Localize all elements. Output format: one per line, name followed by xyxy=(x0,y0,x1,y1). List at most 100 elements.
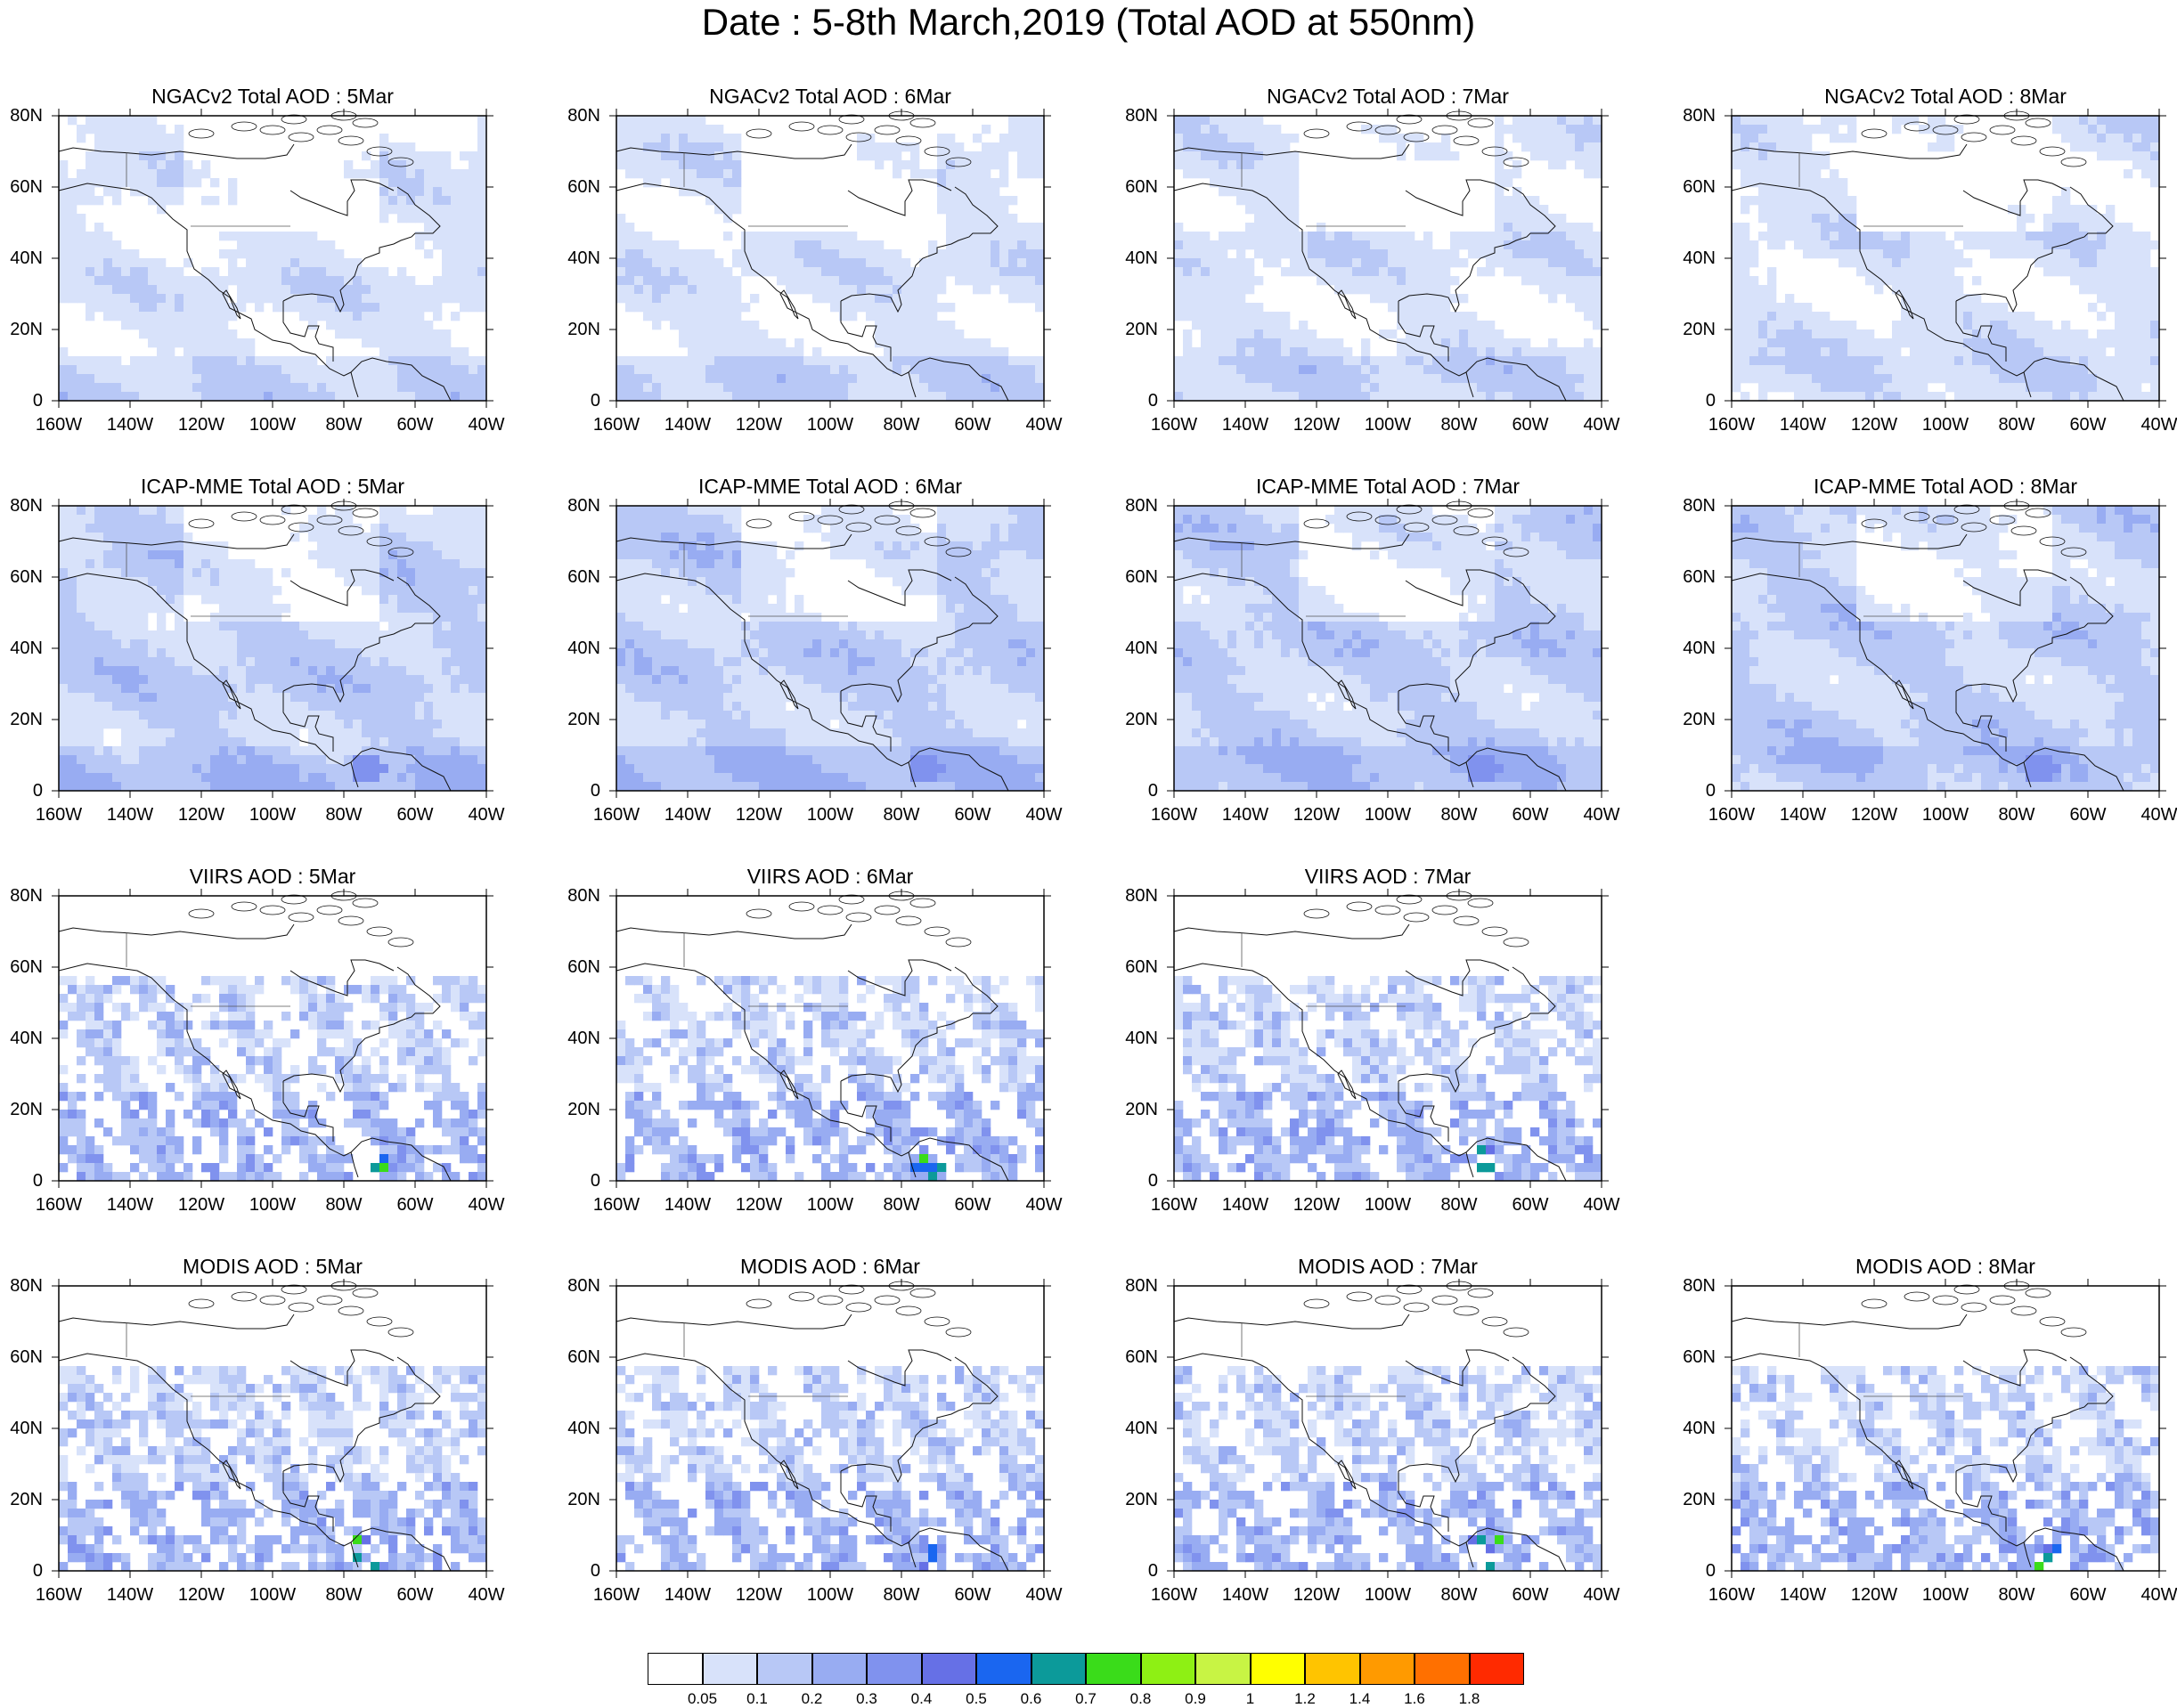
aod-grid xyxy=(1174,506,1602,792)
colorbar-label: 1.4 xyxy=(1349,1690,1371,1707)
lon-tick-label: 60W xyxy=(396,415,434,435)
lon-tick-label: 40W xyxy=(468,805,505,825)
coastline xyxy=(1731,1314,1968,1330)
coastline xyxy=(282,966,441,1094)
arctic-island xyxy=(387,937,414,948)
aod-grid xyxy=(1174,976,1602,1182)
arctic-island xyxy=(352,898,379,908)
arctic-island xyxy=(838,114,865,125)
aod-grid xyxy=(59,506,487,792)
arctic-island xyxy=(2060,547,2087,557)
lon-tick-label: 120W xyxy=(1292,415,1341,435)
coastline xyxy=(908,1527,1009,1572)
coastline xyxy=(350,1137,452,1182)
lat-tick-label: 40N xyxy=(10,638,43,658)
arctic-island xyxy=(2025,508,2051,518)
aod-map xyxy=(609,889,1051,1188)
lat-tick-label: 40N xyxy=(1683,638,1716,658)
lon-tick-label: 160W xyxy=(35,1585,83,1605)
colorbar-label: 0.3 xyxy=(856,1690,877,1707)
coastline xyxy=(1962,1349,2067,1387)
arctic-island xyxy=(1861,1298,1888,1309)
coastline xyxy=(289,179,395,216)
map-panel: MODIS AOD : 7Mar 80N 60N 40N 20N 0 160W 140W 120… xyxy=(1125,1255,1619,1605)
lat-tick-label: 20N xyxy=(1125,1100,1158,1119)
panel-title: NGACv2 Total AOD : 5Mar xyxy=(151,85,394,108)
lon-tick-label: 100W xyxy=(249,1195,297,1215)
arctic-island xyxy=(188,128,215,139)
panel-title: VIIRS AOD : 6Mar xyxy=(746,865,914,888)
arctic-island xyxy=(909,1288,936,1298)
arctic-island xyxy=(387,1327,414,1338)
lat-tick-label: 80N xyxy=(1683,496,1716,516)
arctic-island xyxy=(1453,135,1480,146)
lat-tick-label: 60N xyxy=(1125,1347,1158,1367)
arctic-island xyxy=(1961,1302,1987,1313)
arctic-island xyxy=(2025,1288,2051,1298)
coastline xyxy=(1465,1527,1567,1572)
coastline xyxy=(1173,533,1410,549)
lon-tick-label: 100W xyxy=(1364,805,1412,825)
lon-tick-label: 160W xyxy=(1708,805,1756,825)
coastline xyxy=(350,747,452,792)
aod-grid xyxy=(59,116,487,402)
lon-tick-label: 100W xyxy=(806,805,854,825)
arctic-island xyxy=(1861,518,1888,529)
coastline xyxy=(1962,179,2067,216)
arctic-island xyxy=(1904,1291,1930,1302)
coastline xyxy=(616,923,852,939)
coastline xyxy=(908,1137,1009,1182)
arctic-island xyxy=(231,121,257,132)
arctic-island xyxy=(1303,518,1330,529)
lon-tick-label: 100W xyxy=(806,1585,854,1605)
arctic-island xyxy=(1481,146,1508,157)
coastline xyxy=(2023,747,2124,792)
aod-map xyxy=(1724,499,2166,798)
arctic-island xyxy=(924,1316,950,1327)
lon-tick-label: 140W xyxy=(1221,415,1269,435)
arctic-island xyxy=(188,1298,215,1309)
arctic-island xyxy=(1989,515,2016,525)
arctic-island xyxy=(1346,1291,1373,1302)
arctic-island xyxy=(1961,522,1987,533)
arctic-island xyxy=(924,926,950,937)
coastline xyxy=(350,1527,452,1572)
arctic-island xyxy=(231,1291,257,1302)
colorbar-label: 1 xyxy=(1245,1690,1255,1707)
arctic-island xyxy=(1431,125,1458,135)
lat-tick-label: 20N xyxy=(1125,1490,1158,1509)
colorbar-label: 0.8 xyxy=(1129,1690,1152,1707)
arctic-island xyxy=(945,157,972,167)
lon-tick-label: 80W xyxy=(883,1195,920,1215)
lat-tick-label: 60N xyxy=(1125,957,1158,977)
arctic-island xyxy=(2039,1316,2066,1327)
coastline xyxy=(58,183,359,398)
panel-title: ICAP-MME Total AOD : 6Mar xyxy=(697,475,963,498)
lon-tick-label: 60W xyxy=(1512,1585,1549,1605)
arctic-island xyxy=(366,1316,393,1327)
colorbar-label: 0.2 xyxy=(801,1690,823,1707)
arctic-island xyxy=(288,132,314,142)
arctic-island xyxy=(1961,132,1987,142)
coastline xyxy=(616,573,917,788)
lat-tick-label: 80N xyxy=(1125,886,1158,906)
arctic-island xyxy=(1953,1284,1980,1295)
arctic-island xyxy=(1953,114,1980,125)
colorbar-swatch xyxy=(1469,1653,1524,1685)
lat-tick-label: 0 xyxy=(1705,1561,1716,1581)
lon-tick-label: 40W xyxy=(2140,1585,2177,1605)
lat-tick-label: 60N xyxy=(567,177,600,197)
arctic-island xyxy=(1374,905,1401,915)
arctic-island xyxy=(1932,1295,1959,1305)
arctic-island xyxy=(838,894,865,905)
lon-tick-label: 120W xyxy=(1850,1585,1898,1605)
aod-map xyxy=(1724,109,2166,408)
colorbar-label: 1.8 xyxy=(1458,1690,1480,1707)
aod-map xyxy=(609,109,1051,408)
coastline xyxy=(282,301,334,362)
lon-tick-label: 60W xyxy=(396,805,434,825)
lat-tick-label: 40N xyxy=(567,1419,600,1438)
lat-tick-label: 0 xyxy=(1147,1171,1158,1191)
arctic-island xyxy=(1453,1305,1480,1316)
lon-tick-label: 140W xyxy=(1779,805,1827,825)
